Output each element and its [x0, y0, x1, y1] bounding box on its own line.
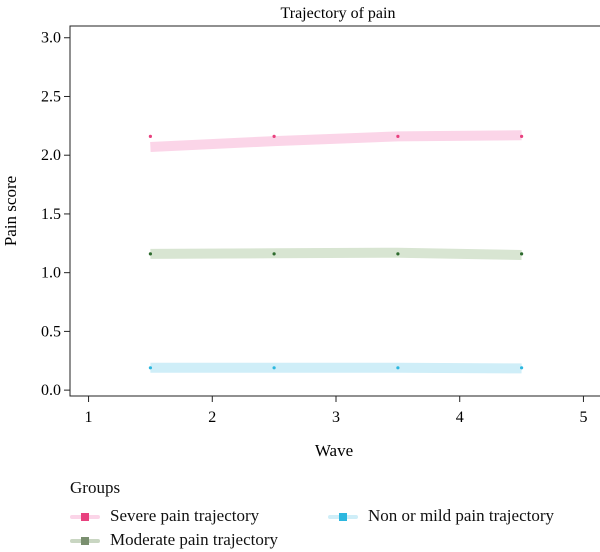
legend-label-nonmild: Non or mild pain trajectory: [368, 506, 555, 525]
data-point-0-0: [148, 134, 152, 138]
data-point-2-2: [396, 366, 400, 370]
legend-item-severe: Severe pain trajectory: [70, 506, 259, 526]
fit-band-2: [150, 362, 522, 374]
legend-item-nonmild: Non or mild pain trajectory: [328, 506, 554, 526]
legend-label-severe: Severe pain trajectory: [110, 506, 260, 525]
fit-bands: [150, 130, 522, 374]
y-tick-label-4: 2.0: [41, 147, 61, 164]
y-tick-label-3: 1.5: [41, 206, 61, 223]
x-tick-label-1: 2: [208, 409, 216, 426]
data-point-1-2: [396, 252, 400, 256]
data-point-1-0: [148, 252, 152, 256]
legend-dot-moderate: [81, 537, 89, 546]
data-point-2-1: [272, 366, 276, 370]
data-point-2-0: [148, 366, 152, 370]
data-point-2-3: [520, 366, 524, 370]
x-axis-label: Wave: [315, 441, 353, 460]
legend-dot-severe: [81, 513, 89, 522]
legend-key-nonmild: [328, 511, 358, 523]
legend-label-moderate: Moderate pain trajectory: [110, 530, 279, 549]
legend: Groups Severe pain trajectory Non or mil…: [70, 478, 600, 552]
x-tick-label-2: 3: [332, 409, 340, 426]
y-tick-label-1: 0.5: [41, 323, 61, 340]
x-tick-label-3: 4: [456, 409, 464, 426]
y-axis-label: Pain score: [1, 176, 20, 246]
legend-dot-nonmild: [339, 513, 347, 522]
y-tick-label-2: 1.0: [41, 265, 61, 282]
legend-key-moderate: [70, 535, 100, 547]
fit-band-1: [150, 247, 522, 260]
plot-area: [69, 25, 600, 397]
data-point-0-1: [272, 134, 276, 138]
legend-key-severe: [70, 511, 100, 523]
y-tick-label-0: 0.0: [41, 382, 61, 399]
legend-item-moderate: Moderate pain trajectory: [70, 530, 278, 550]
x-axis: 1 2 3 4 5: [85, 396, 587, 426]
x-tick-label-0: 1: [85, 409, 93, 426]
data-point-1-3: [520, 252, 524, 256]
data-points: [148, 134, 524, 370]
chart-title: Trajectory of pain: [281, 5, 396, 22]
chart: Trajectory of pain 0.0 0.5 1.0 1.5 2.0 2.5 3.0…: [1, 5, 600, 460]
data-point-0-2: [396, 134, 400, 138]
legend-title: Groups: [70, 478, 121, 497]
y-tick-label-6: 3.0: [41, 30, 61, 47]
y-axis: 0.0 0.5 1.0 1.5 2.0 2.5 3.0: [41, 30, 70, 399]
data-point-1-1: [272, 252, 276, 256]
data-point-0-3: [520, 134, 524, 138]
y-tick-label-5: 2.5: [41, 88, 61, 105]
x-tick-label-4: 5: [579, 409, 587, 426]
fit-band-0: [150, 130, 522, 152]
